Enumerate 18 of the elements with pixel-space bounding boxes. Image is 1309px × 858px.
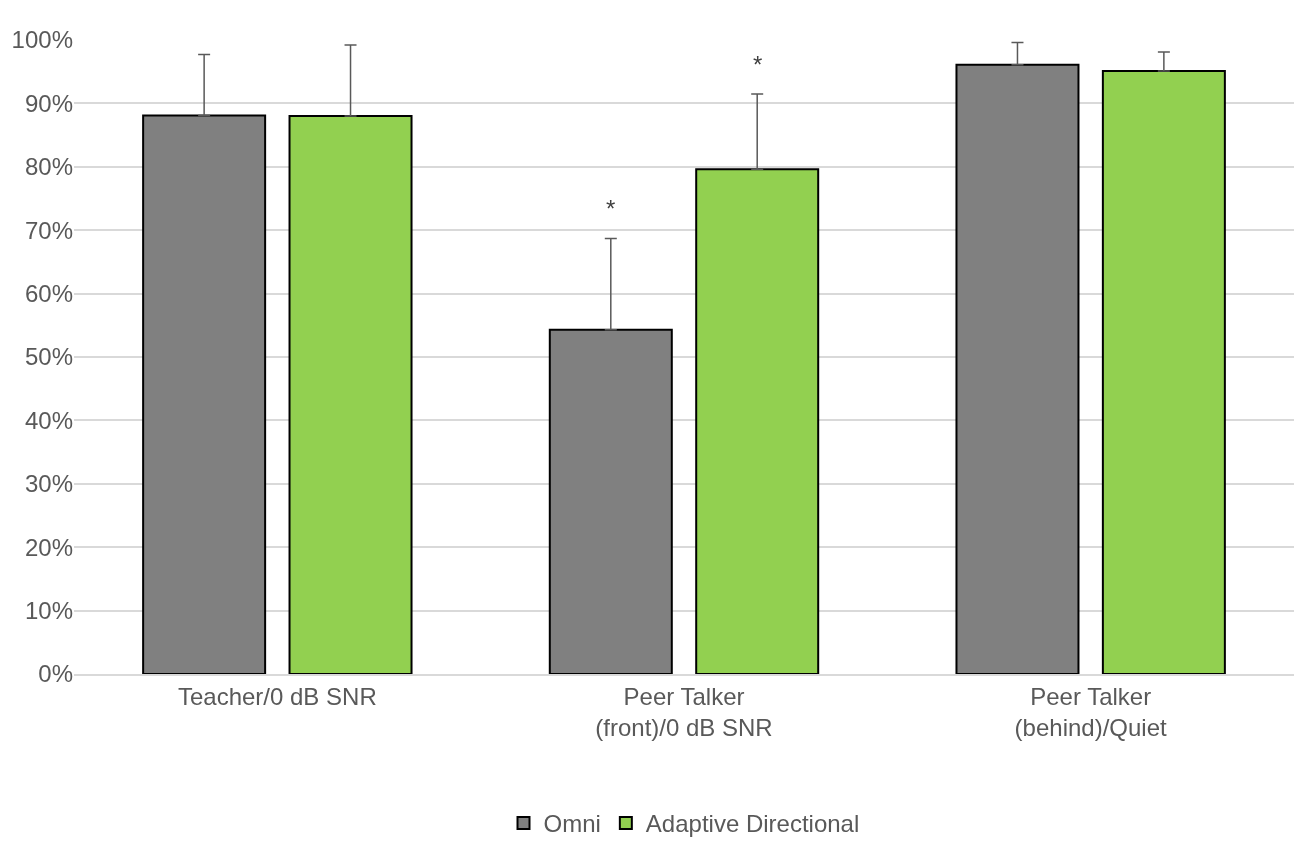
x-tick-label: Peer Talker (behind)/Quiet <box>1014 682 1168 741</box>
x-tick-label: Peer Talker (front)/0 dB SNR <box>595 682 773 741</box>
y-tick-label: 70% <box>24 216 73 244</box>
annotation: * <box>753 51 763 78</box>
y-tick-label: 0% <box>38 660 73 688</box>
y-tick-label: 100% <box>11 26 73 54</box>
legend-label: Adaptive Directional <box>645 810 860 838</box>
y-tick-label: 40% <box>24 406 73 434</box>
y-tick-label: 30% <box>24 470 73 498</box>
y-tick-label: 10% <box>24 597 73 624</box>
legend-label: Omni <box>543 810 601 838</box>
x-tick-label: Teacher/0 dB SNR <box>177 682 377 710</box>
y-tick-label: 80% <box>24 153 73 181</box>
y-tick-label: 50% <box>24 343 73 371</box>
annotation: * <box>606 195 616 222</box>
y-tick-label: 20% <box>24 533 73 561</box>
y-tick-label: 90% <box>24 89 73 117</box>
y-tick-label: 60% <box>24 280 73 307</box>
